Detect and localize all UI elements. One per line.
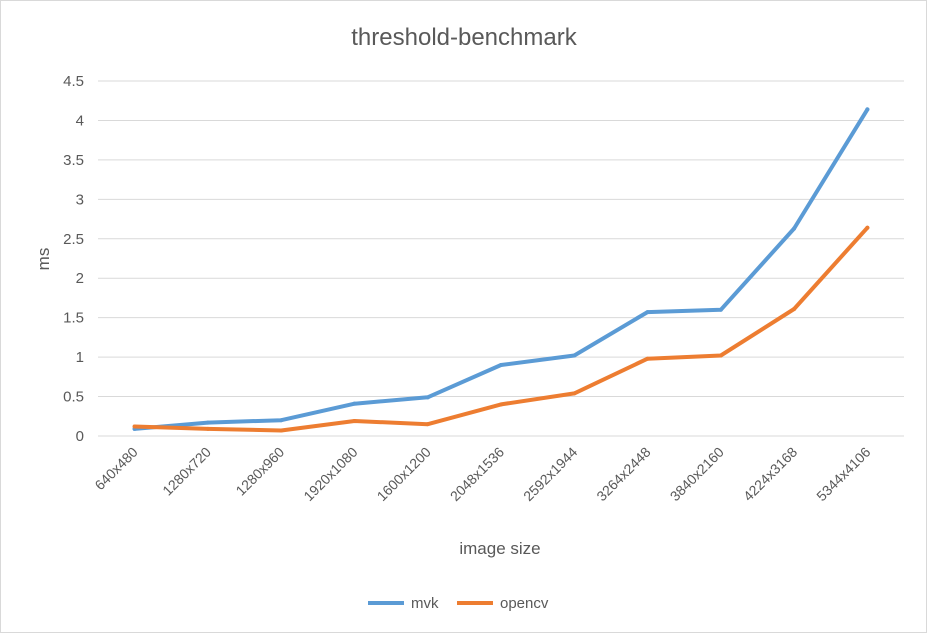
legend-label-mvk: mvk xyxy=(411,595,439,612)
y-tick-label: 0 xyxy=(76,428,84,445)
data-point-mvk xyxy=(572,353,577,358)
data-point-mvk xyxy=(352,401,357,406)
y-axis-label: ms xyxy=(34,248,53,271)
data-point-opencv xyxy=(132,424,137,429)
data-point-mvk xyxy=(279,418,284,423)
legend-label-opencv: opencv xyxy=(500,595,549,612)
data-point-opencv xyxy=(352,419,357,424)
x-tick-label: 1600x1200 xyxy=(374,444,434,504)
x-tick-label: 2048x1536 xyxy=(447,444,507,504)
x-tick-label: 4224x3168 xyxy=(740,444,800,504)
y-tick-label: 2.5 xyxy=(63,231,84,248)
x-tick-label: 3264x2448 xyxy=(593,444,653,504)
y-tick-label: 3.5 xyxy=(63,152,84,169)
data-point-opencv xyxy=(792,306,797,311)
data-point-mvk xyxy=(718,307,723,312)
y-tick-label: 3 xyxy=(76,191,84,208)
series-lines xyxy=(132,107,870,433)
y-tick-label: 1.5 xyxy=(63,310,84,327)
data-point-mvk xyxy=(425,395,430,400)
data-point-opencv xyxy=(499,402,503,407)
x-tick-label: 5344x4106 xyxy=(813,444,873,504)
x-tick-label: 3840x2160 xyxy=(667,444,727,504)
data-point-mvk xyxy=(645,310,650,315)
y-tick-label: 4 xyxy=(76,112,84,129)
data-point-opencv xyxy=(205,426,210,431)
data-point-mvk xyxy=(792,226,797,231)
gridlines xyxy=(98,80,904,437)
x-tick-label: 1280x960 xyxy=(232,444,287,499)
x-tick-label: 1280x720 xyxy=(159,444,214,499)
series-line-opencv xyxy=(132,225,870,433)
data-point-opencv xyxy=(865,225,870,230)
data-point-opencv xyxy=(425,422,430,427)
x-tick-label: 640x480 xyxy=(91,444,140,493)
x-axis-ticks: 640x480 1280x720 1280x960 1920x1080 1600x120… xyxy=(91,444,873,504)
y-tick-label: 0.5 xyxy=(63,389,84,406)
data-point-opencv xyxy=(645,356,650,361)
y-tick-label: 4.5 xyxy=(63,73,84,90)
data-point-opencv xyxy=(279,428,284,433)
x-axis-label: image size xyxy=(459,539,540,558)
data-point-mvk xyxy=(865,107,870,112)
y-axis-ticks: 0 0.5 1 1.5 2 2.5 3 3.5 4 4.5 xyxy=(63,73,84,445)
x-tick-label: 2592x1944 xyxy=(520,444,580,504)
data-point-mvk xyxy=(205,420,210,425)
data-point-opencv xyxy=(572,391,577,396)
x-tick-label: 1920x1080 xyxy=(300,444,360,504)
data-point-opencv xyxy=(718,353,723,358)
y-tick-label: 1 xyxy=(76,349,84,366)
data-point-mvk xyxy=(499,363,503,367)
y-tick-label: 2 xyxy=(76,270,84,287)
chart-title: threshold-benchmark xyxy=(351,24,577,51)
legend: mvk opencv xyxy=(368,595,549,612)
series-line-mvk xyxy=(132,107,870,431)
